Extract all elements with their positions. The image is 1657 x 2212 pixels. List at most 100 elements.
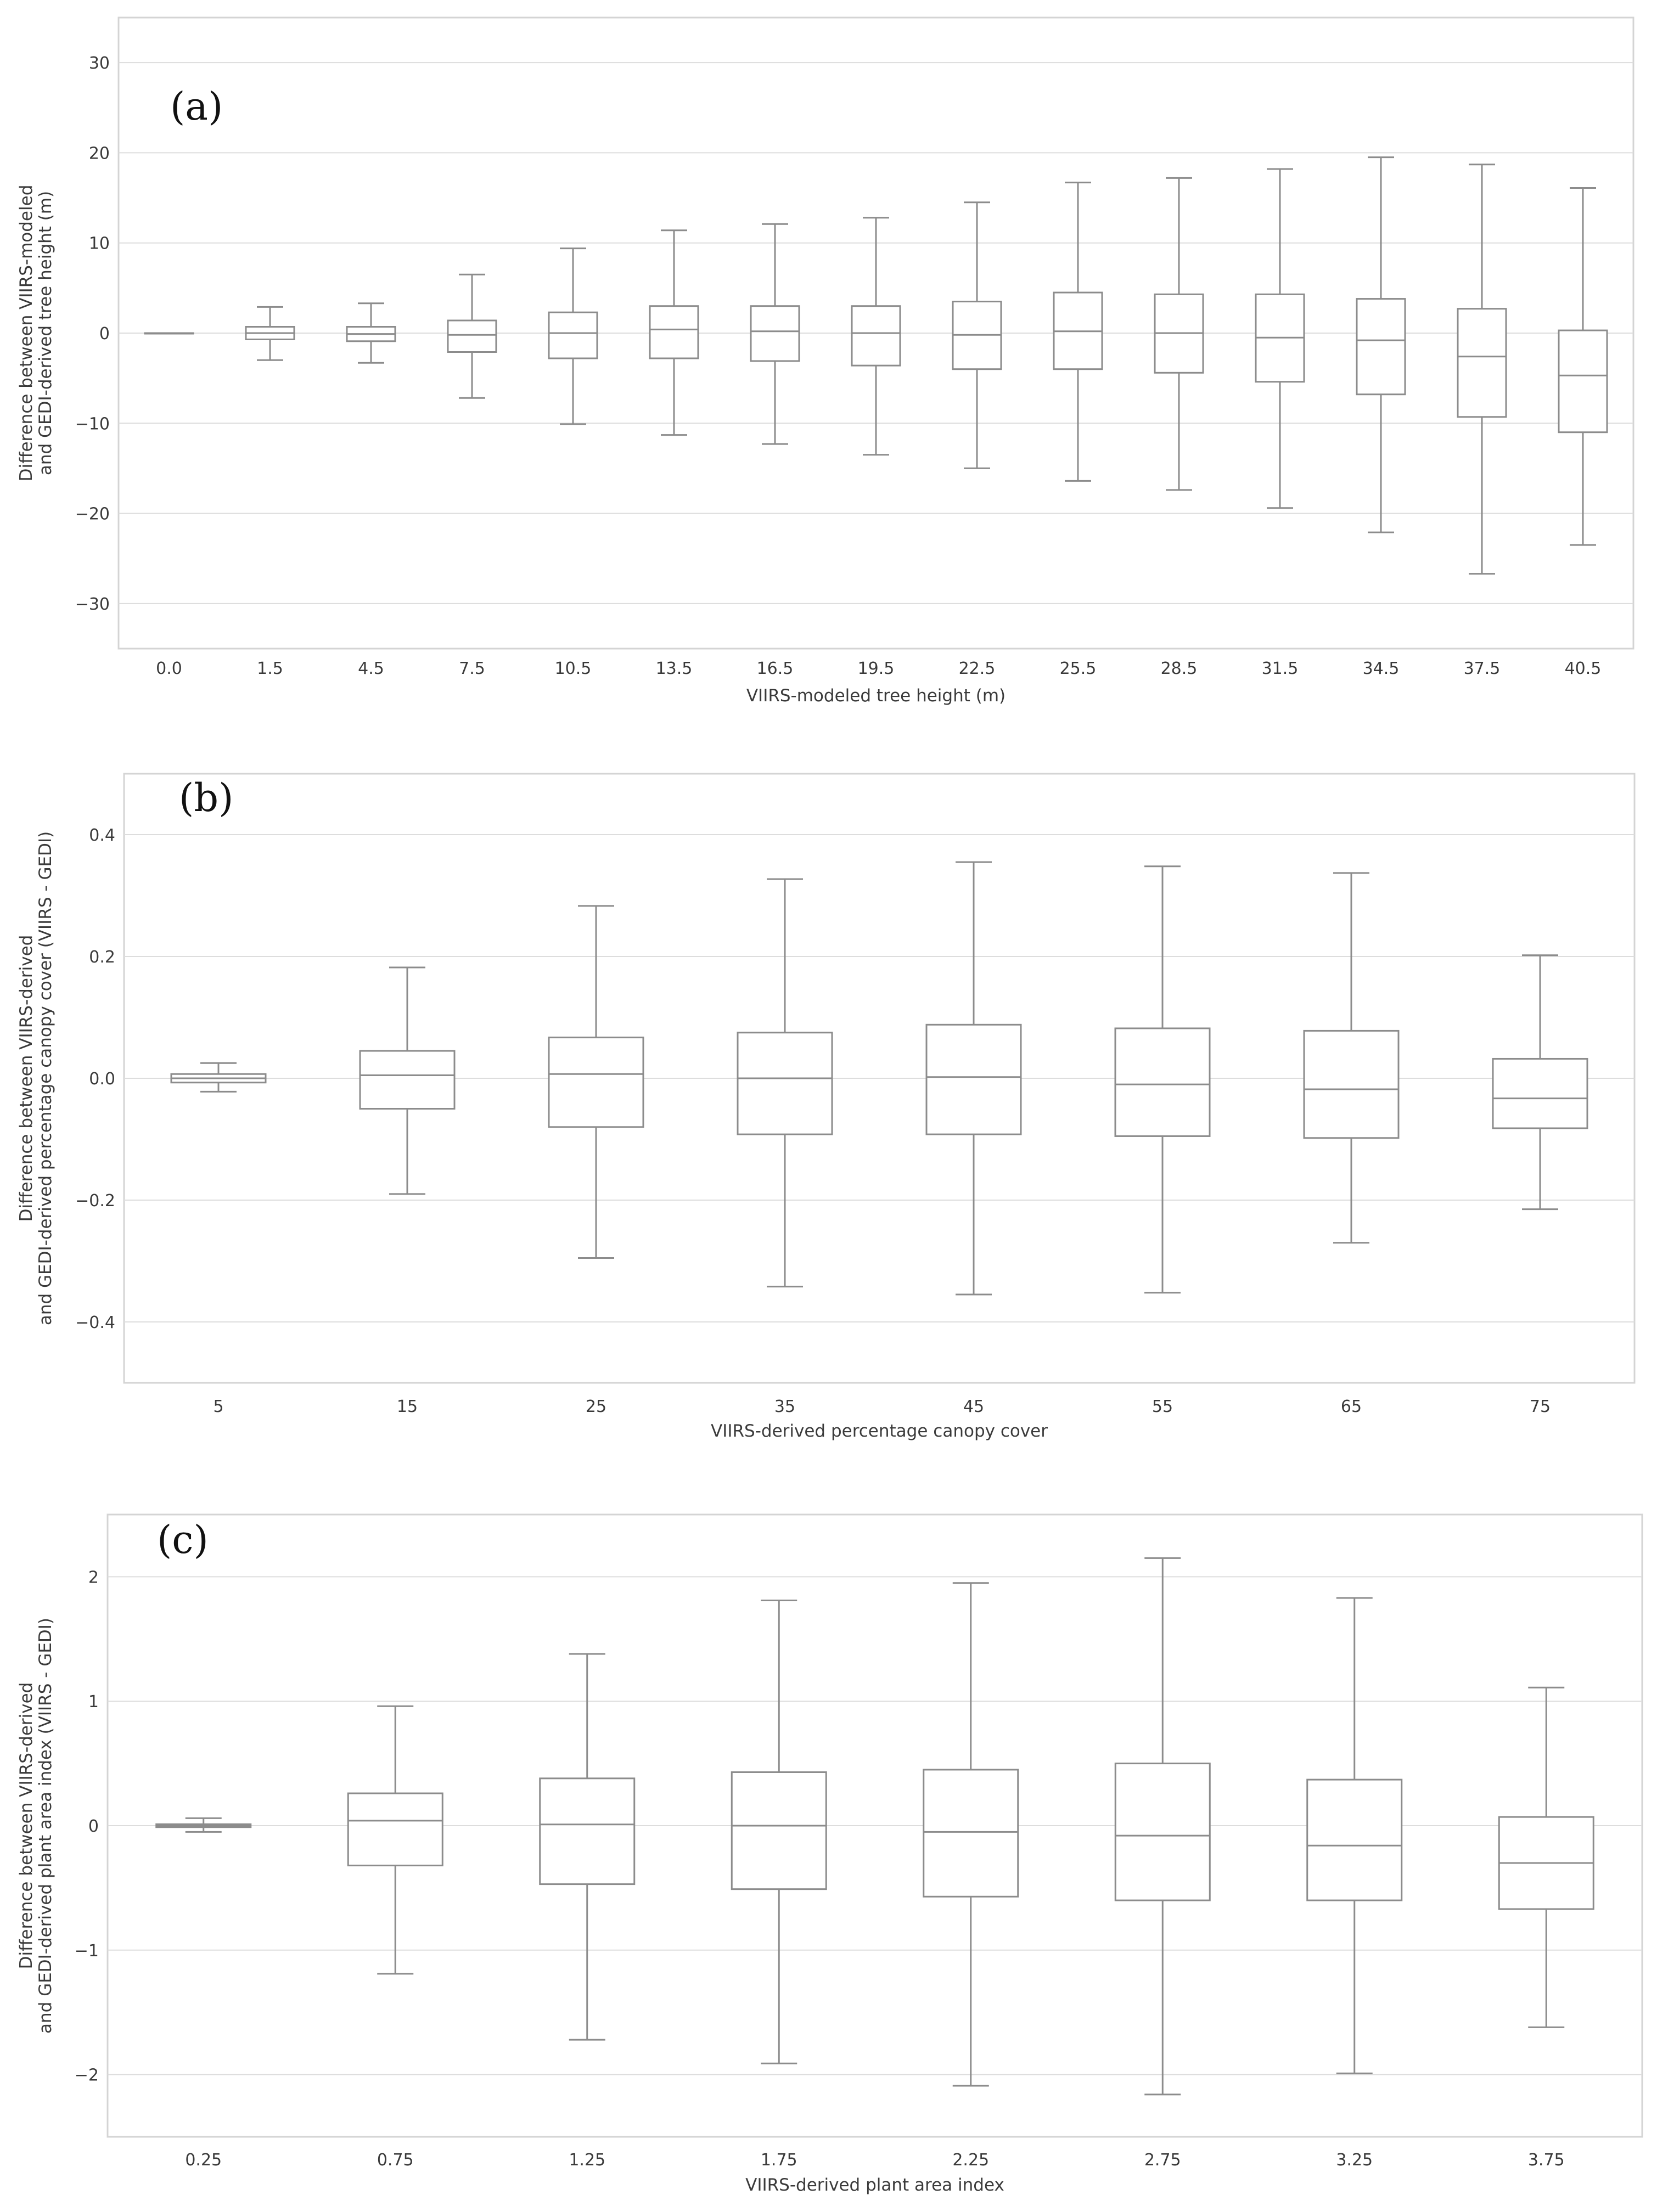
x-tick-label: 55 [1152,1397,1173,1416]
y-tick-label: −20 [75,505,110,524]
x-tick-labels: 5 15 25 35 45 55 65 75 [213,1397,1551,1416]
iqr-box [347,1792,443,1867]
box-25.5 [1053,182,1103,482]
box-0.75 [347,1705,443,1975]
box-45 [925,861,1022,1296]
x-tick-label: 13.5 [656,659,693,678]
x-tick-label: 28.5 [1161,659,1198,678]
x-tick-label: 34.5 [1363,659,1400,678]
panel-label: (b) [179,775,233,820]
y-tick-label: −0.2 [75,1191,115,1211]
box-37.5 [1457,164,1507,575]
y-tick-label: −0.4 [75,1313,115,1332]
x-tick-label: 15 [397,1397,418,1416]
box-series [155,1557,1594,2096]
x-tick-label: 3.25 [1336,2151,1373,2170]
iqr-box [359,1050,456,1110]
box-10.5 [548,247,598,425]
panel-a: −30 −20 −10 0 10 20 30 0.0 1.5 4.5 7.5 10.5 13.5 16.… [16,16,1634,706]
box-65 [1303,872,1400,1244]
x-tick-label: 1.75 [761,2151,797,2170]
box-75 [1492,954,1588,1211]
panel-b: −0.4 −0.2 0.0 0.2 0.4 5 15 25 35 45 55 65 75 (b) VI… [16,773,1636,1441]
x-tick-label: 1.5 [257,659,283,678]
iqr-box [447,319,497,353]
y-tick-label: 1 [88,1692,99,1712]
iqr-box [925,1023,1022,1135]
y-tick-label: 20 [89,144,110,163]
y-tick-label: 30 [89,54,110,73]
box-13.5 [649,229,699,436]
y-tick-label: 0.4 [89,826,115,845]
y-tick-label: −2 [75,2066,99,2085]
panel-c: −2 −1 0 1 2 0.25 0.75 1.25 1.75 2.25 2.75 3.25 3.75… [16,1513,1643,2195]
x-tick-label: 75 [1530,1397,1551,1416]
x-tick-label: 5 [213,1397,223,1416]
iqr-box [750,305,800,362]
x-tick-label: 35 [774,1397,795,1416]
x-axis-label: VIIRS-derived percentage canopy cover [711,1421,1048,1441]
y-axis-label-line-1: Difference between VIIRS-modeled [16,185,36,482]
box-1.5 [245,306,295,361]
x-tick-label: 22.5 [959,659,996,678]
x-tick-label: 31.5 [1262,659,1299,678]
box-25 [548,905,644,1259]
x-tick-label: 10.5 [555,659,592,678]
y-gridlines [124,834,1634,1322]
iqr-box [548,1037,644,1128]
box-1.25 [539,1653,636,2041]
x-tick-labels: 0.0 1.5 4.5 7.5 10.5 13.5 16.5 19.5 22.5 25.5 28.5… [156,659,1601,678]
iqr-box [1558,329,1608,434]
x-axis-label: VIIRS-modeled tree height (m) [746,686,1006,706]
box-31.5 [1255,168,1305,509]
box-5 [170,1062,267,1093]
x-tick-label: 25.5 [1060,659,1097,678]
box-2.25 [923,1582,1019,2087]
y-tick-label: 0.0 [89,1070,115,1089]
iqr-box [649,305,699,359]
x-tick-label: 1.25 [569,2151,605,2170]
x-tick-label: 3.75 [1528,2151,1565,2170]
box-3.75 [1498,1686,1594,2028]
box-7.5 [447,273,497,399]
panel-label: (a) [170,84,223,129]
box-3.25 [1306,1597,1403,2074]
y-axis-label-line-1: Difference between VIIRS-derived [16,935,36,1222]
y-gridlines [108,1576,1642,2075]
x-tick-label: 0.25 [185,2151,222,2170]
box-0.0 [144,332,194,335]
y-tick-label: 0.2 [89,948,115,967]
box-22.5 [952,201,1002,469]
y-tick-label: 0 [88,1817,99,1836]
y-tick-label: −10 [75,414,110,434]
x-tick-label: 25 [586,1397,606,1416]
iqr-box [851,305,901,367]
box-series [144,156,1608,575]
box-55 [1114,865,1211,1294]
box-19.5 [851,217,901,456]
box-1.75 [731,1599,827,2064]
y-tick-labels: −30 −20 −10 0 10 20 30 [75,54,110,614]
box-34.5 [1356,156,1406,533]
x-tick-label: 45 [963,1397,984,1416]
y-axis-label-line-2: and GEDI-derived percentage canopy cover… [36,831,55,1325]
x-tick-label: 37.5 [1464,659,1501,678]
box-28.5 [1154,177,1204,491]
iqr-box [731,1771,827,1890]
box-40.5 [1558,187,1608,546]
box-2.75 [1114,1557,1211,2096]
x-tick-label: 4.5 [358,659,384,678]
x-tick-label: 65 [1341,1397,1362,1416]
iqr-box [737,1032,833,1135]
y-tick-label: 10 [89,234,110,254]
iqr-box [1492,1057,1588,1129]
iqr-box [1114,1027,1211,1137]
x-tick-labels: 0.25 0.75 1.25 1.75 2.25 2.75 3.25 3.75 [185,2151,1564,2170]
y-axis-label-line-2: and GEDI-derived plant area index (VIIRS… [36,1618,55,2034]
y-tick-labels: −0.4 −0.2 0.0 0.2 0.4 [75,826,115,1332]
x-tick-label: 0.0 [156,659,182,678]
box-series [170,861,1588,1296]
y-tick-label: 2 [88,1568,99,1587]
x-tick-label: 19.5 [858,659,895,678]
